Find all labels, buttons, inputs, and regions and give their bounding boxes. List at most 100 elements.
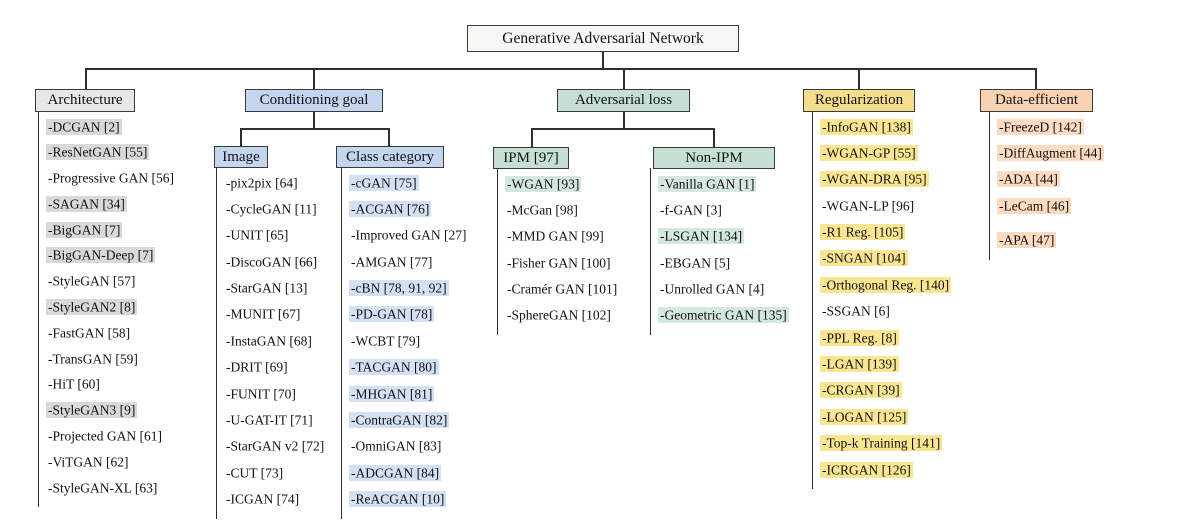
tree-item: -PD-GAN [78] [349, 306, 468, 332]
data-efficient-item-list: -FreezeD [142] -DiffAugment [44] -ADA [44]… [989, 111, 1104, 260]
tree-item-label: -DiffAugment [44] [997, 144, 1104, 161]
tree-item-label: -Unrolled GAN [4] [660, 281, 765, 297]
connector-adversarial-stem [623, 111, 625, 129]
tree-item: -ReACGAN [10] [349, 491, 468, 517]
tree-item-label: -CRGAN [39] [820, 382, 902, 399]
root-node: Generative Adversarial Network [467, 25, 739, 52]
tree-item: -Improved GAN [27] [349, 227, 468, 253]
connector-root-stem [602, 51, 604, 69]
tree-item-label: -StyleGAN [57] [48, 273, 136, 289]
tree-item: -LOGAN [125] [820, 408, 951, 434]
tree-item: -DCGAN [2] [46, 118, 176, 144]
branch-header-conditioning-goal: Conditioning goal [245, 89, 383, 112]
tree-item: -TransGAN [59] [46, 350, 176, 376]
tree-item-label: -Geometric GAN [135] [658, 307, 789, 324]
connector-drop-ipm [531, 128, 533, 148]
tree-item-label: -AMGAN [77] [351, 254, 433, 270]
tree-item-label: -ReACGAN [10] [349, 491, 447, 508]
class-category-item-list: -cGAN [75] -ACGAN [76] -Improved GAN [27] -… [341, 167, 468, 520]
tree-item-label: -ResNetGAN [55] [46, 144, 150, 161]
tree-item: -PPL Reg. [8] [820, 329, 951, 355]
tree-item: -EBGAN [5] [658, 254, 789, 280]
tree-item: -pix2pix [64] [224, 174, 326, 200]
tree-item: -DRIT [69] [224, 359, 326, 385]
tree-item: -StyleGAN2 [8] [46, 299, 176, 325]
tree-item: -InfoGAN [138] [820, 118, 951, 144]
tree-item-label: -LOGAN [125] [820, 408, 909, 425]
tree-item: -Progressive GAN [56] [46, 170, 176, 196]
tree-item: -DiffAugment [44] [997, 144, 1104, 170]
tree-item: -StyleGAN-XL [63] [46, 479, 176, 505]
tree-item: -cBN [78, 91, 92] [349, 280, 468, 306]
tree-item: -TACGAN [80] [349, 359, 468, 385]
tree-item-label: -LSGAN [134] [658, 228, 745, 245]
tree-item-label: -Fisher GAN [100] [507, 255, 611, 271]
tree-item: -WGAN [93] [505, 175, 619, 201]
tree-item-label: -WGAN [93] [505, 175, 582, 192]
branch-header-data-efficient: Data-efficient [980, 89, 1093, 112]
tree-item-label: -DRIT [69] [226, 359, 288, 375]
tree-item-label: -Top-k Training [141] [820, 435, 943, 452]
connector-drop-adversarial [623, 68, 625, 90]
connector-main-bus [85, 68, 1037, 70]
tree-item-label: -MHGAN [81] [349, 385, 435, 402]
non-ipm-item-list: -Vanilla GAN [1] -f-GAN [3] -LSGAN [134] -E… [650, 168, 789, 336]
tree-item-label: -DCGAN [2] [46, 118, 122, 135]
tree-item: -ContraGAN [82] [349, 412, 468, 438]
tree-item: -StyleGAN [57] [46, 273, 176, 299]
tree-item: -ADA [44] [997, 171, 1104, 197]
connector-conditioning-bus [240, 128, 390, 130]
tree-item-label: -cBN [78, 91, 92] [349, 280, 449, 297]
connector-drop-image [240, 128, 242, 147]
tree-item-label: -SAGAN [34] [46, 195, 127, 212]
tree-item: -R1 Reg. [105] [820, 224, 951, 250]
tree-item-label: -Progressive GAN [56] [48, 170, 174, 186]
tree-item-label: -LeCam [46] [997, 197, 1072, 214]
tree-item-label: -WGAN-DRA [95] [820, 171, 929, 188]
tree-item: -ACGAN [76] [349, 200, 468, 226]
tree-item: -cGAN [75] [349, 174, 468, 200]
tree-item-label: -SNGAN [104] [820, 250, 908, 267]
tree-item: -CUT [73] [224, 464, 326, 490]
tree-item: -APA [47] [997, 232, 1104, 258]
tree-item-label: -PD-GAN [78] [349, 306, 435, 323]
branch-header-adversarial-loss: Adversarial loss [557, 89, 690, 112]
tree-item: -SAGAN [34] [46, 195, 176, 221]
tree-item: -FreezeD [142] [997, 118, 1104, 144]
tree-item: -Top-k Training [141] [820, 435, 951, 461]
tree-item: -StyleGAN3 [9] [46, 402, 176, 428]
tree-item-label: -CUT [73] [226, 465, 284, 481]
connector-drop-non-ipm [713, 128, 715, 148]
tree-item-label: -UNIT [65] [226, 227, 289, 243]
connector-drop-regularization [858, 68, 860, 90]
tree-item-label: -CycleGAN [11] [226, 201, 317, 217]
tree-item-label: -McGan [98] [507, 202, 578, 218]
tree-item-label: -ICRGAN [126] [820, 461, 913, 478]
tree-item: -LeCam [46] [997, 197, 1104, 223]
tree-item: -ICRGAN [126] [820, 461, 951, 487]
tree-item-label: -DiscoGAN [66] [226, 254, 318, 270]
tree-item-label: -EBGAN [5] [660, 255, 731, 271]
tree-item: -BigGAN [7] [46, 221, 176, 247]
tree-item-label: -U-GAT-IT [71] [226, 412, 313, 428]
tree-item: -f-GAN [3] [658, 201, 789, 227]
tree-item-label: -ICGAN [74] [226, 491, 300, 507]
tree-item-label: -StyleGAN2 [8] [46, 299, 138, 316]
connector-drop-conditioning [313, 68, 315, 90]
tree-item-label: -ADCGAN [84] [349, 464, 442, 481]
architecture-item-list: -DCGAN [2] -ResNetGAN [55] -Progressive GA… [38, 111, 176, 507]
connector-drop-class-category [388, 128, 390, 147]
ipm-item-list: -WGAN [93] -McGan [98] -MMD GAN [99] -Fishe… [497, 168, 619, 336]
tree-item-label: -PPL Reg. [8] [820, 329, 899, 346]
tree-item: -Cramér GAN [101] [505, 281, 619, 307]
image-item-list: -pix2pix [64] -CycleGAN [11] -UNIT [65] -Di… [216, 167, 326, 520]
tree-item: -U-GAT-IT [71] [224, 412, 326, 438]
tree-item: -ADCGAN [84] [349, 464, 468, 490]
tree-item-label: -ACGAN [76] [349, 200, 432, 217]
tree-item-label: -FastGAN [58] [48, 325, 131, 341]
tree-item-label: -ViTGAN [62] [48, 454, 129, 470]
tree-item-label: -TransGAN [59] [48, 351, 138, 367]
tree-item-label: -LGAN [139] [820, 356, 899, 373]
tree-item-label: -Improved GAN [27] [351, 227, 467, 243]
